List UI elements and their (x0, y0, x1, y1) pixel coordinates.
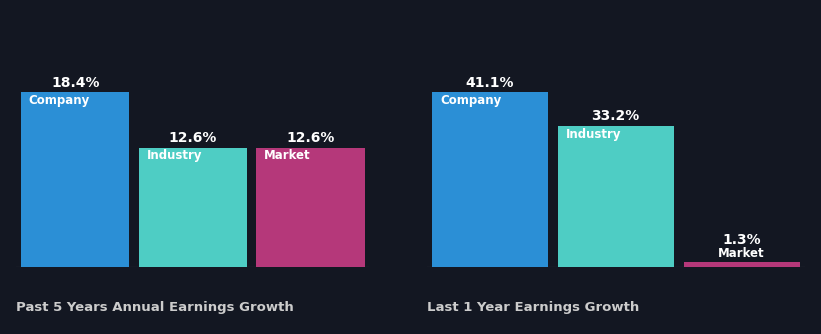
Text: 33.2%: 33.2% (592, 110, 640, 124)
Text: Company: Company (440, 94, 502, 107)
Text: Past 5 Years Annual Earnings Growth: Past 5 Years Annual Earnings Growth (16, 301, 294, 314)
Text: Last 1 Year Earnings Growth: Last 1 Year Earnings Growth (427, 301, 640, 314)
Text: 18.4%: 18.4% (51, 76, 99, 90)
Bar (432, 93, 548, 267)
Bar (557, 126, 674, 267)
Text: 12.6%: 12.6% (287, 131, 335, 145)
Text: Company: Company (29, 94, 90, 107)
Bar (256, 148, 365, 267)
Text: Industry: Industry (146, 149, 202, 162)
Text: 41.1%: 41.1% (466, 76, 514, 90)
Text: Industry: Industry (566, 128, 621, 141)
Text: Market: Market (264, 149, 310, 162)
Bar (21, 93, 130, 267)
Text: 1.3%: 1.3% (722, 233, 761, 247)
Text: Market: Market (718, 247, 765, 260)
Bar (684, 262, 800, 267)
Text: 12.6%: 12.6% (169, 131, 217, 145)
Bar (139, 148, 247, 267)
